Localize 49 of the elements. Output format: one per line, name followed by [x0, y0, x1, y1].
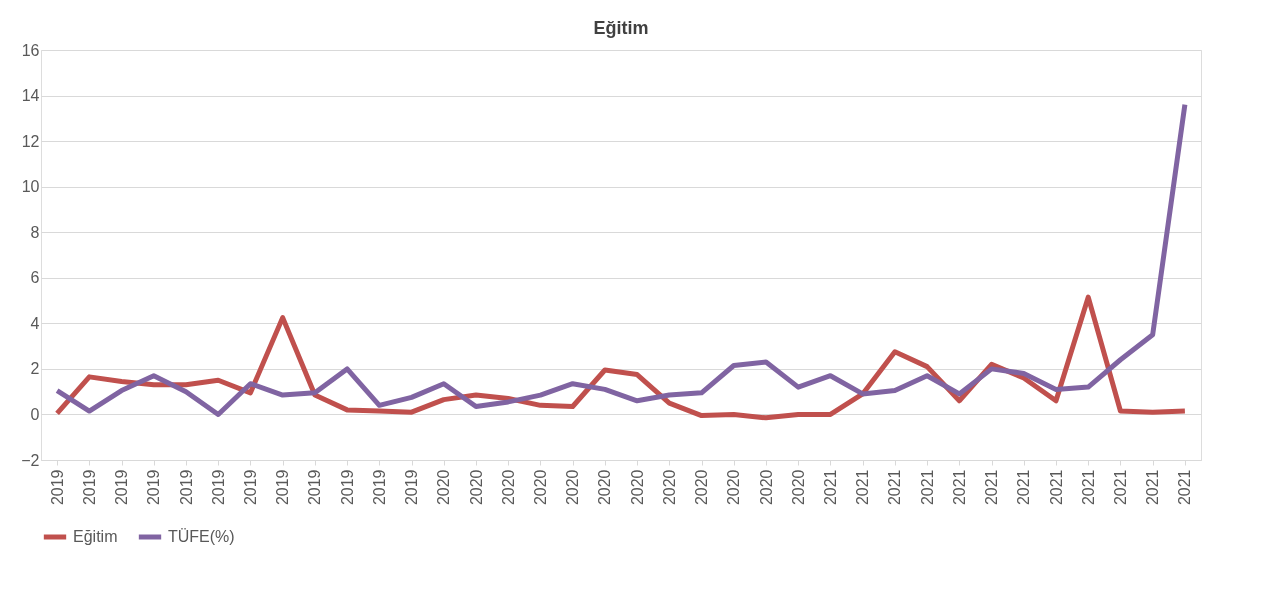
x-tick-label: 2020 [564, 469, 582, 506]
x-tick-label: 2020 [757, 469, 775, 506]
x-tick-label: 2021 [1079, 469, 1097, 506]
x-tick-label: 2019 [306, 469, 324, 506]
x-tick-label: 2019 [403, 469, 421, 506]
y-tick-label: 2 [30, 360, 40, 378]
x-tick-label: 2019 [241, 469, 259, 506]
x-tick-label: 2021 [1176, 469, 1194, 506]
y-tick-label: 12 [21, 132, 40, 150]
x-tick-label: 2019 [113, 469, 131, 506]
y-tick-label: 10 [21, 178, 40, 196]
y-tick-label: 4 [30, 314, 40, 332]
x-tick-label: 2021 [1015, 469, 1033, 506]
x-tick-label: 2020 [660, 469, 678, 506]
x-tick-label: 2019 [145, 469, 163, 506]
x-tick-label: 2019 [370, 469, 388, 506]
x-tick-label: 2021 [1111, 469, 1129, 506]
x-tick-label: 2020 [435, 469, 453, 506]
x-tick-label: 2020 [725, 469, 743, 506]
x-tick-label: 2021 [821, 469, 839, 506]
x-tick-label: 2021 [1047, 469, 1065, 506]
x-tick-label: 2020 [499, 469, 517, 506]
y-tick-label: 0 [30, 405, 40, 423]
x-tick-label: 2021 [918, 469, 936, 506]
x-tick-label: 2021 [950, 469, 968, 506]
x-tick-label: 2021 [1144, 469, 1162, 506]
legend-label: TÜFE(%) [168, 528, 235, 545]
y-tick-label: 8 [30, 223, 40, 241]
x-tick-label: 2020 [531, 469, 549, 506]
legend-label: Eğitim [73, 528, 118, 545]
y-tick-label: 14 [21, 87, 40, 105]
x-tick-label: 2019 [209, 469, 227, 506]
y-tick-label: 6 [30, 269, 40, 287]
y-tick-label: 16 [21, 41, 40, 59]
chart-title: Eğitim [593, 18, 649, 38]
x-tick-label: 2019 [274, 469, 292, 506]
x-tick-label: 2020 [789, 469, 807, 506]
x-tick-label: 2020 [596, 469, 614, 506]
x-tick-label: 2020 [628, 469, 646, 506]
x-tick-label: 2020 [693, 469, 711, 506]
x-tick-label: 2021 [983, 469, 1001, 506]
y-tick-label: −2 [21, 451, 40, 469]
x-tick-label: 2021 [854, 469, 872, 506]
x-tick-label: 2020 [467, 469, 485, 506]
x-tick-label: 2019 [48, 469, 66, 506]
x-tick-label: 2019 [80, 469, 98, 506]
x-tick-label: 2019 [338, 469, 356, 506]
x-tick-label: 2019 [177, 469, 195, 506]
x-tick-label: 2021 [886, 469, 904, 506]
